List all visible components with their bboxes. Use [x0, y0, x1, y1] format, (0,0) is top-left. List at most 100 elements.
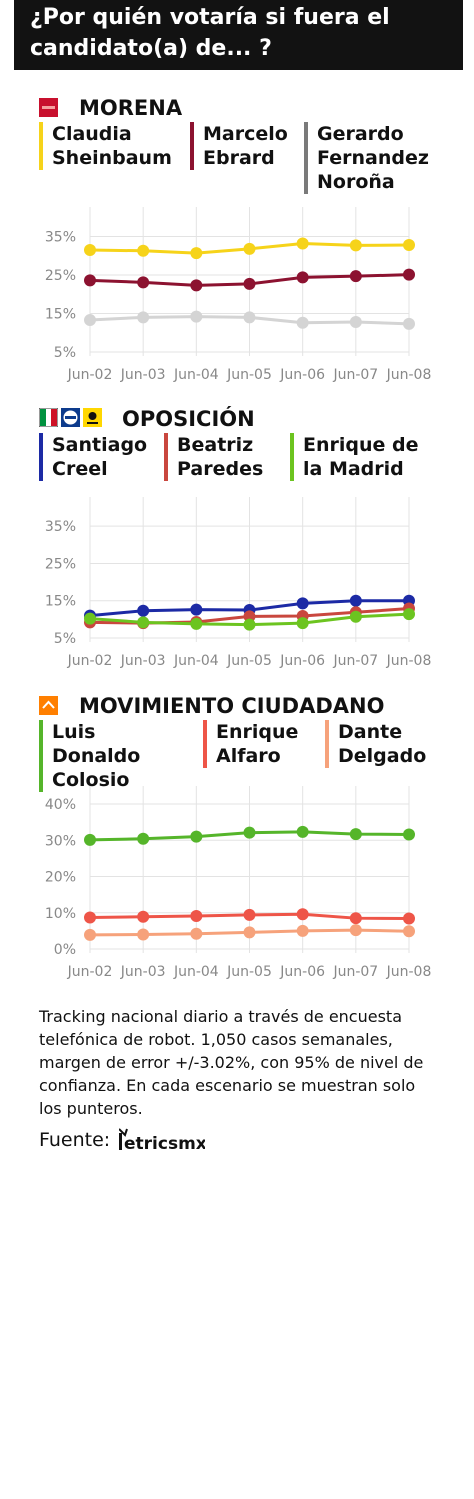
data-point	[190, 927, 203, 940]
data-point	[243, 926, 256, 939]
prd-logo	[83, 408, 102, 427]
x-tick-label: Jun-03	[120, 367, 166, 383]
x-tick-label: Jun-02	[67, 964, 113, 980]
data-point	[296, 617, 309, 630]
section-title-movimiento-ciudadano: MOVIMIENTO CIUDADANO	[79, 694, 385, 718]
candidate-label-fernandez-norona: Gerardo Fernandez Noroña	[304, 122, 429, 194]
section-title-oposicion: OPOSICIÓN	[122, 407, 255, 431]
morena-logo	[39, 98, 58, 117]
data-point	[84, 833, 96, 846]
data-point	[137, 832, 150, 845]
data-point	[243, 277, 256, 290]
data-point	[84, 274, 96, 287]
metricsmx-logo: etricsmx	[119, 1128, 205, 1151]
chart-oposicion: 5% 15% 25% 35% Jun-02 Jun-03 Jun-04 Jun-05 Jun-0…	[45, 497, 432, 669]
data-point	[137, 276, 150, 289]
chart-morena: 5% 15% 25% 35% Jun-02 Jun-03 Jun-04 Jun-05 Jun-0…	[45, 207, 432, 383]
data-point	[84, 928, 96, 941]
data-point	[243, 618, 256, 631]
data-point	[349, 610, 362, 623]
data-point	[296, 237, 309, 250]
data-point	[190, 910, 203, 923]
data-point	[296, 316, 309, 329]
pan-logo	[61, 408, 80, 427]
data-point	[137, 604, 150, 617]
data-point	[403, 239, 415, 252]
data-point	[190, 617, 203, 630]
data-point	[403, 268, 415, 281]
data-point	[349, 270, 362, 283]
x-tick-label: Jun-04	[173, 653, 219, 669]
x-tick-label: Jun-07	[332, 653, 378, 669]
data-point	[243, 610, 256, 623]
data-point	[137, 616, 150, 629]
x-tick-label: Jun-02	[67, 653, 113, 669]
pri-logo	[39, 408, 58, 427]
data-point	[190, 279, 203, 292]
x-tick-label: Jun-06	[279, 653, 325, 669]
data-point	[403, 925, 415, 938]
y-tick-label: 10%	[45, 906, 76, 922]
x-tick-label: Jun-07	[332, 367, 378, 383]
data-point	[403, 828, 415, 841]
data-point	[137, 244, 150, 257]
candidate-label-ebrard: Marcelo Ebrard	[190, 122, 288, 170]
data-point	[243, 826, 256, 839]
data-point	[84, 244, 96, 257]
x-tick-label: Jun-04	[173, 367, 219, 383]
candidate-label-sheinbaum: Claudia Sheinbaum	[39, 122, 172, 170]
x-tick-label: Jun-08	[386, 653, 432, 669]
data-point	[403, 608, 415, 621]
y-tick-label: 35%	[45, 519, 76, 535]
data-point	[84, 612, 96, 625]
data-point	[243, 311, 256, 324]
data-point	[137, 928, 150, 941]
data-point	[296, 908, 309, 921]
y-tick-label: 15%	[45, 307, 76, 323]
data-point	[84, 911, 96, 924]
x-tick-label: Jun-05	[226, 653, 272, 669]
data-point	[349, 315, 362, 328]
data-point	[403, 317, 415, 330]
y-tick-label: 0%	[54, 942, 76, 958]
y-tick-label: 35%	[45, 230, 76, 246]
candidate-label-colosio: Luis Donaldo Colosio	[39, 720, 140, 792]
data-point	[137, 311, 150, 324]
x-tick-label: Jun-08	[386, 367, 432, 383]
data-point	[190, 310, 203, 323]
y-tick-label: 20%	[45, 870, 76, 886]
y-tick-label: 40%	[45, 797, 76, 813]
data-point	[190, 247, 203, 260]
candidate-label-creel: Santiago Creel	[39, 433, 147, 481]
data-point	[349, 828, 362, 841]
x-tick-label: Jun-04	[173, 964, 219, 980]
data-point	[349, 924, 362, 937]
data-point	[137, 910, 150, 923]
mc-logo	[39, 696, 58, 715]
candidate-label-paredes: Beatriz Paredes	[164, 433, 263, 481]
methodology-note: Tracking nacional diario a través de enc…	[39, 1007, 424, 1118]
x-tick-label: Jun-02	[67, 367, 113, 383]
y-tick-label: 15%	[45, 594, 76, 610]
source-label: Fuente:	[39, 1129, 111, 1151]
y-tick-label: 30%	[45, 833, 76, 849]
data-point	[349, 912, 362, 925]
data-point	[84, 314, 96, 327]
header-title-line-2: candidato(a) de... ?	[30, 36, 272, 61]
x-tick-label: Jun-07	[332, 964, 378, 980]
y-tick-label: 5%	[54, 631, 76, 647]
y-tick-label: 25%	[45, 268, 76, 284]
x-tick-label: Jun-03	[120, 653, 166, 669]
x-tick-label: Jun-05	[226, 367, 272, 383]
candidate-label-de-la-madrid: Enrique de la Madrid	[290, 433, 419, 481]
data-point	[190, 830, 203, 843]
x-tick-label: Jun-03	[120, 964, 166, 980]
svg-text:etricsmx: etricsmx	[124, 1134, 205, 1151]
candidate-label-delgado: Dante Delgado	[325, 720, 426, 768]
data-point	[296, 271, 309, 284]
data-point	[349, 239, 362, 252]
candidate-label-alfaro: Enrique Alfaro	[203, 720, 298, 768]
header-title-line-1: ¿Por quién votaría si fuera el	[30, 5, 390, 30]
x-tick-label: Jun-05	[226, 964, 272, 980]
data-point	[243, 908, 256, 921]
